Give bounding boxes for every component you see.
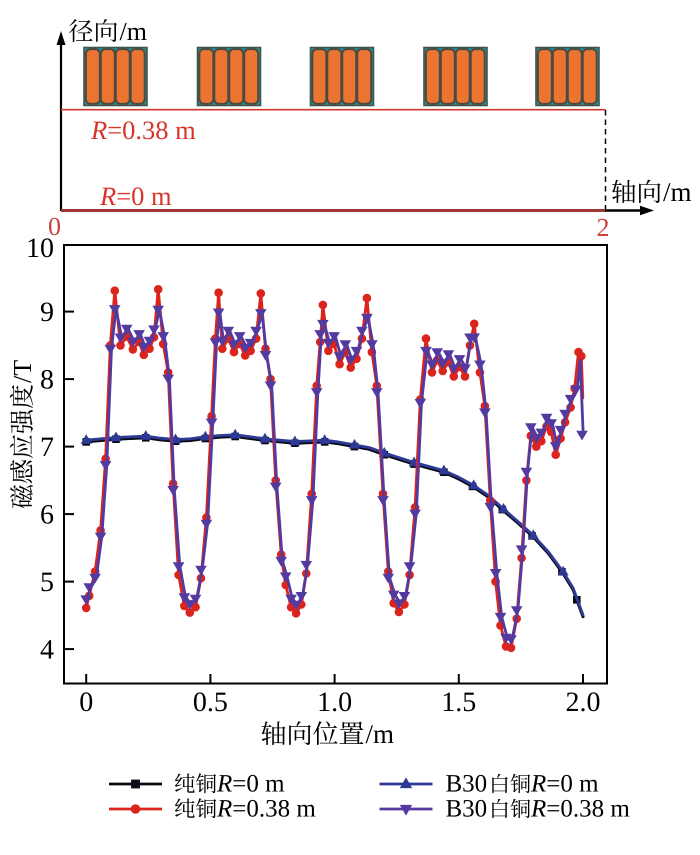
svg-text:0: 0 xyxy=(48,212,61,241)
svg-text:R=0 m: R=0 m xyxy=(99,181,172,211)
svg-text:6: 6 xyxy=(40,500,54,531)
svg-text:2: 2 xyxy=(597,213,610,242)
svg-text:/T: /T xyxy=(8,360,37,383)
svg-text:1.5: 1.5 xyxy=(441,687,476,718)
svg-text:R=0 m: R=0 m xyxy=(530,771,599,798)
svg-text:B30: B30 xyxy=(446,796,488,823)
svg-text:1.0: 1.0 xyxy=(317,687,352,718)
svg-text:8: 8 xyxy=(40,365,54,396)
svg-text:R=0.38 m: R=0.38 m xyxy=(216,796,316,823)
svg-text:9: 9 xyxy=(40,297,54,328)
svg-text:B30: B30 xyxy=(446,771,488,798)
svg-text:R=0.38 m: R=0.38 m xyxy=(530,796,630,823)
svg-text:2.0: 2.0 xyxy=(566,687,601,718)
svg-text:R=0.38 m: R=0.38 m xyxy=(90,115,196,145)
svg-text:/m: /m xyxy=(663,177,692,207)
svg-text:0.5: 0.5 xyxy=(193,687,228,718)
svg-text:0: 0 xyxy=(79,687,93,718)
svg-text:5: 5 xyxy=(40,567,54,598)
svg-text:10: 10 xyxy=(26,233,54,264)
svg-text:7: 7 xyxy=(40,432,54,463)
svg-text:R=0 m: R=0 m xyxy=(216,771,285,798)
svg-text:/m: /m xyxy=(366,719,395,749)
svg-text:4: 4 xyxy=(40,635,54,666)
svg-text:/m: /m xyxy=(120,17,147,46)
